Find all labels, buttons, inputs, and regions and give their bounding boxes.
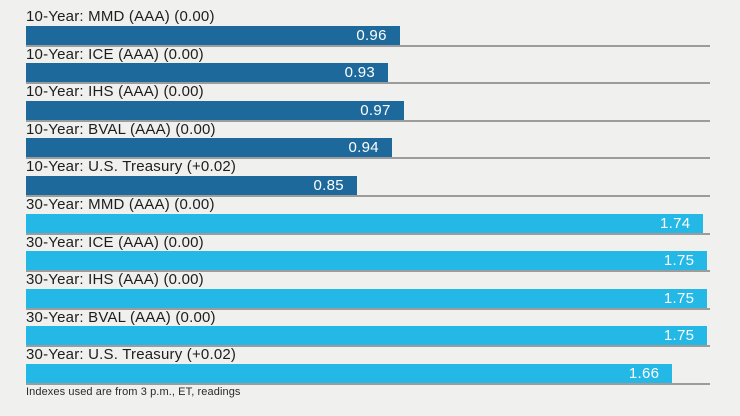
bar-track: 0.97 xyxy=(26,100,710,122)
bar-label: 30-Year: IHS (AAA) (0.00) xyxy=(26,271,204,289)
bar-chart: 10-Year: MMD (AAA) (0.00) 0.96 10-Year: IC… xyxy=(26,9,710,385)
bar-value: 1.74 xyxy=(659,214,691,232)
bar: 1.75 xyxy=(26,288,708,308)
chart-row: 30-Year: BVAL (AAA) (0.00) 1.75 xyxy=(26,308,710,348)
chart-row: 10-Year: U.S. Treasury (+0.02) 0.85 xyxy=(26,159,710,197)
bar-track: 0.96 xyxy=(26,25,710,47)
bar-label: 30-Year: U.S. Treasury (+0.02) xyxy=(26,346,237,364)
bar-label: 30-Year: MMD (AAA) (0.00) xyxy=(26,195,215,213)
bar: 1.66 xyxy=(26,363,673,383)
bar-value: 1.66 xyxy=(628,364,660,382)
bar-track: 0.94 xyxy=(26,138,710,160)
bar-track: 1.75 xyxy=(26,288,710,310)
bar-track: 0.85 xyxy=(26,175,710,197)
chart-footnote: Indexes used are from 3 p.m., ET, readin… xyxy=(26,386,241,398)
bar-label: 10-Year: IHS (AAA) (0.00) xyxy=(26,83,204,101)
bar-label: 30-Year: ICE (AAA) (0.00) xyxy=(26,233,204,251)
bar: 1.75 xyxy=(26,326,708,346)
bar-track: 1.75 xyxy=(26,251,710,273)
bar-value: 0.93 xyxy=(344,64,376,82)
chart-row: 30-Year: MMD (AAA) (0.00) 1.74 xyxy=(26,197,710,235)
bar-track: 0.93 xyxy=(26,63,710,85)
bar: 1.74 xyxy=(26,213,704,233)
chart-row: 10-Year: MMD (AAA) (0.00) 0.96 xyxy=(26,9,710,47)
bar-label: 10-Year: BVAL (AAA) (0.00) xyxy=(26,120,216,138)
chart-row: 30-Year: U.S. Treasury (+0.02) 1.66 xyxy=(26,347,710,385)
bar-value: 1.75 xyxy=(663,252,695,270)
bar-value: 0.94 xyxy=(348,139,379,157)
bar-label: 10-Year: ICE (AAA) (0.00) xyxy=(26,45,204,63)
bar: 0.94 xyxy=(26,138,392,158)
bar-track: 1.74 xyxy=(26,213,710,235)
bar-track: 1.66 xyxy=(26,363,710,385)
bar: 1.75 xyxy=(26,251,708,271)
bar: 0.96 xyxy=(26,25,400,45)
bar-value: 1.75 xyxy=(663,327,695,345)
bar-label: 30-Year: BVAL (AAA) (0.00) xyxy=(26,308,216,326)
bar-value: 0.97 xyxy=(360,101,391,119)
bar-label: 10-Year: MMD (AAA) (0.00) xyxy=(26,8,215,25)
bar-value: 0.96 xyxy=(356,26,387,44)
bar-rows: 10-Year: MMD (AAA) (0.00) 0.96 10-Year: IC… xyxy=(26,9,710,385)
chart-row: 30-Year: ICE (AAA) (0.00) 1.75 xyxy=(26,233,710,273)
bar-track: 1.75 xyxy=(26,326,710,348)
bar: 0.93 xyxy=(26,63,389,83)
chart-row: 10-Year: BVAL (AAA) (0.00) 0.94 xyxy=(26,120,710,160)
chart-row: 10-Year: IHS (AAA) (0.00) 0.97 xyxy=(26,84,710,122)
bar: 0.85 xyxy=(26,175,357,195)
bar-value: 1.75 xyxy=(663,289,695,307)
bar-value: 0.85 xyxy=(313,176,344,194)
chart-row: 10-Year: ICE (AAA) (0.00) 0.93 xyxy=(26,45,710,85)
bar: 0.97 xyxy=(26,100,404,120)
chart-row: 30-Year: IHS (AAA) (0.00) 1.75 xyxy=(26,272,710,310)
bar-label: 10-Year: U.S. Treasury (+0.02) xyxy=(26,158,237,176)
